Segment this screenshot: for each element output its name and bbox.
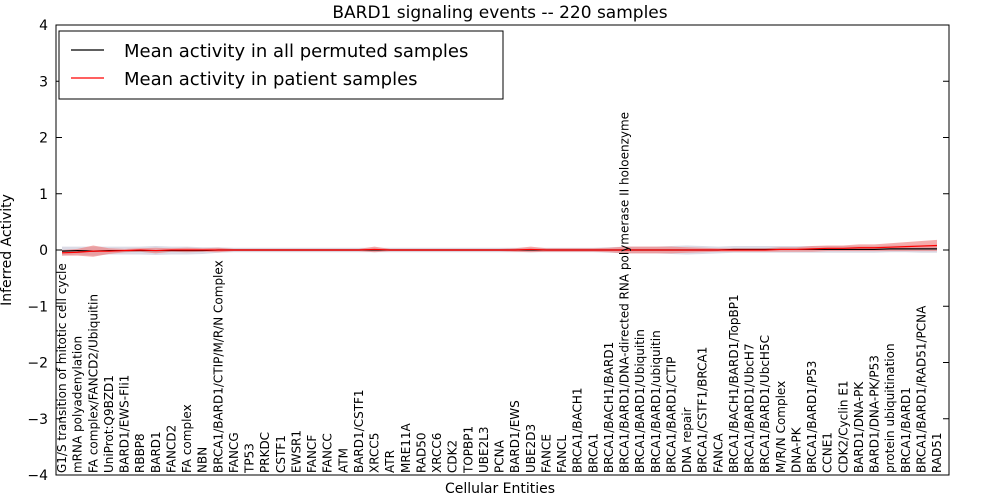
x-tick-label: PCNA bbox=[493, 439, 507, 473]
legend-label-patient: Mean activity in patient samples bbox=[124, 69, 418, 90]
x-tick-label: MRE11A bbox=[399, 422, 413, 473]
x-tick-label: BRCA1/BARD1 bbox=[899, 387, 913, 473]
x-tick-label: TP53 bbox=[243, 443, 257, 474]
x-tick-label: BARD1/EWS bbox=[508, 400, 522, 473]
x-tick-label: XRCC6 bbox=[430, 433, 444, 473]
x-tick-label: FANCE bbox=[539, 434, 553, 473]
x-tick-label: FANCC bbox=[321, 433, 335, 473]
x-tick-label: BRCA1/BARD1/P53 bbox=[805, 361, 819, 473]
x-tick-label: NBN bbox=[196, 447, 210, 473]
x-tick-label: M/R/N Complex bbox=[774, 381, 788, 473]
x-tick-label: BRCA1/BACH1/BARD1 bbox=[602, 342, 616, 473]
y-tick-label: −2 bbox=[27, 356, 48, 372]
x-tick-label: protein ubiquitination bbox=[883, 343, 897, 473]
x-tick-label: FANCF bbox=[305, 435, 319, 473]
x-tick-label: FANCD2 bbox=[164, 425, 178, 473]
x-tick-label: FANCG bbox=[227, 432, 241, 473]
x-tick-label: UBE2D3 bbox=[524, 424, 538, 473]
x-tick-label: CSTF1 bbox=[274, 435, 288, 473]
x-tick-label: BRCA1/BACH1 bbox=[571, 387, 585, 473]
line-series-1 bbox=[61, 244, 938, 254]
x-tick-label: BRCA1/BARD1/DNA-directed RNA polymerase … bbox=[618, 112, 632, 473]
x-tick-label: RAD50 bbox=[414, 432, 428, 473]
x-tick-label: FA complex/FANCD2/Ubiquitin bbox=[86, 294, 100, 473]
y-tick-label: −4 bbox=[27, 468, 48, 484]
x-tick-label: EWSR1 bbox=[289, 430, 303, 473]
chart-title: BARD1 signaling events -- 220 samples bbox=[332, 3, 667, 23]
x-tick-label: FA complex bbox=[180, 404, 194, 473]
y-tick-label: −3 bbox=[27, 412, 48, 428]
x-tick-label: PRKDC bbox=[258, 432, 272, 473]
x-tick-label: BRCA1/BARD1/CTIP bbox=[664, 357, 678, 473]
x-tick-label: FANCL bbox=[555, 435, 569, 473]
x-tick-label: BRCA1/BARD1/UbcH7 bbox=[743, 343, 757, 473]
x-tick-label: RAD51 bbox=[930, 432, 944, 473]
legend: Mean activity in all permuted samples Me… bbox=[58, 30, 504, 100]
x-tick-label: BRCA1/BARD1/UbcH5C bbox=[758, 335, 772, 473]
y-tick-label: 2 bbox=[39, 131, 48, 147]
band-series-1 bbox=[62, 239, 937, 257]
x-tick-label: RBBP8 bbox=[133, 433, 147, 473]
confidence-bands bbox=[62, 239, 937, 257]
x-tick-label: CDK2 bbox=[446, 440, 460, 473]
y-tick-label: 4 bbox=[39, 18, 48, 34]
x-tick-label: BARD1/DNA-PK/P53 bbox=[868, 355, 882, 473]
x-tick-label: BARD1 bbox=[149, 431, 163, 473]
x-tick-label: BRCA1/BARD1/CTIP/M/R/N Complex bbox=[211, 260, 225, 473]
x-tick-label: CDK2/Cyclin E1 bbox=[836, 380, 850, 473]
x-tick-label: BRCA1/BARD1/Ubiquitin bbox=[633, 329, 647, 473]
x-tick-label: BRCA1 bbox=[586, 433, 600, 473]
x-tick-label: XRCC5 bbox=[368, 433, 382, 473]
series-lines bbox=[61, 244, 938, 254]
x-tick-label: G1/S transition of mitotic cell cycle bbox=[55, 263, 69, 473]
x-tick-label: UniProt:Q9BZD1 bbox=[102, 375, 116, 473]
x-tick-label: BRCA1/BARD1/ubiquitin bbox=[649, 330, 663, 473]
x-tick-label: BRCA1/BACH1/BARD1/TopBP1 bbox=[727, 294, 741, 473]
x-tick-labels: G1/S transition of mitotic cell cycle mRN… bbox=[55, 112, 944, 474]
x-axis-label: Cellular Entities bbox=[445, 481, 555, 497]
y-tick-label: 3 bbox=[39, 74, 48, 90]
x-tick-label: BRCA1/CSTF1/BRCA1 bbox=[696, 347, 710, 473]
x-tick-label: CCNE1 bbox=[821, 432, 835, 473]
x-tick-label: BARD1/EWS-Fli1 bbox=[118, 375, 132, 473]
y-tick-label: −1 bbox=[27, 299, 48, 315]
x-tick-label: ATR bbox=[383, 450, 397, 473]
x-tick-label: BRCA1/BARD1/RAD51/PCNA bbox=[914, 305, 928, 473]
y-axis: −4 −3 −2 −1 0 1 2 3 4 bbox=[27, 18, 949, 484]
y-tick-label: 0 bbox=[39, 243, 48, 259]
x-tick-label: ATM bbox=[336, 448, 350, 473]
x-tick-label: BARD1/DNA-PK bbox=[852, 381, 866, 473]
y-axis-label: Inferred Activity bbox=[0, 194, 15, 306]
x-tick-label: mRNA polyadenylation bbox=[71, 336, 85, 473]
x-tick-label: FANCA bbox=[711, 433, 725, 473]
x-tick-label: BARD1/CSTF1 bbox=[352, 389, 366, 473]
legend-box bbox=[58, 30, 504, 100]
legend-label-permuted: Mean activity in all permuted samples bbox=[124, 41, 468, 62]
x-tick-label: TOPBP1 bbox=[461, 426, 475, 474]
y-tick-label: 1 bbox=[39, 187, 48, 203]
x-tick-label: UBE2L3 bbox=[477, 426, 491, 473]
x-tick-label: DNA repair bbox=[680, 407, 694, 473]
x-tick-label: DNA-PK bbox=[789, 426, 803, 473]
